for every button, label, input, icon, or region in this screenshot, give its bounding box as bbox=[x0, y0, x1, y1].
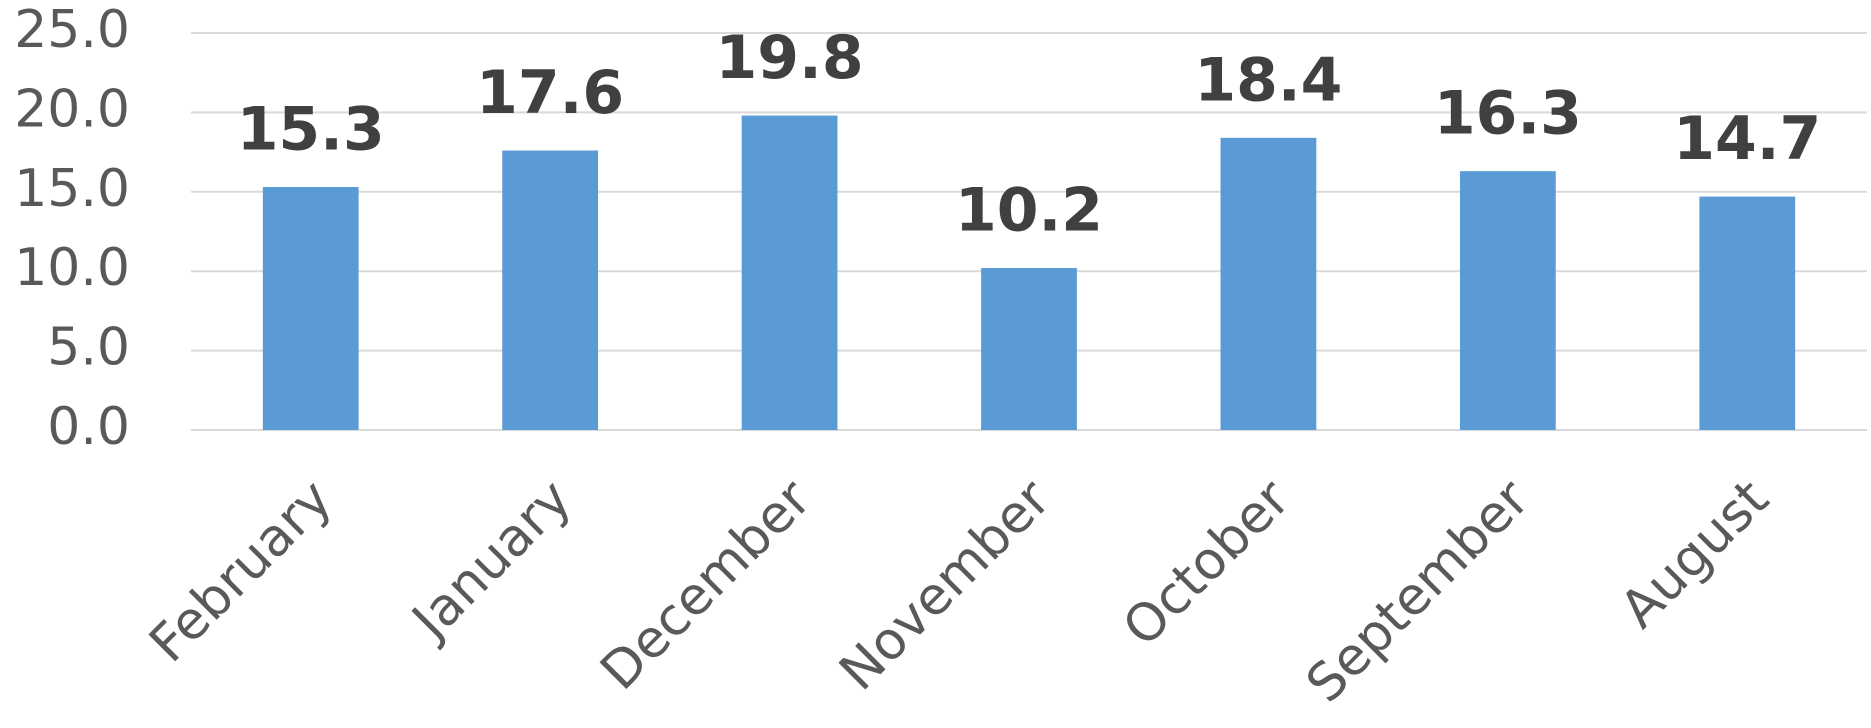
y-tick-label: 10.0 bbox=[14, 238, 130, 298]
y-tick-label: 0.0 bbox=[47, 397, 130, 457]
y-tick-label: 15.0 bbox=[14, 159, 130, 219]
y-tick-label: 25.0 bbox=[14, 0, 130, 60]
data-label: 10.2 bbox=[955, 176, 1103, 246]
data-label: 15.3 bbox=[237, 95, 385, 165]
bar bbox=[502, 150, 599, 430]
data-label: 17.6 bbox=[476, 58, 624, 128]
data-label: 14.7 bbox=[1673, 104, 1821, 174]
x-tick-label: October bbox=[1112, 468, 1302, 658]
x-tick-label: February bbox=[138, 469, 343, 674]
x-tick-label: January bbox=[399, 469, 583, 653]
x-tick-label: November bbox=[828, 468, 1062, 702]
bar bbox=[741, 115, 838, 431]
bar bbox=[1220, 137, 1317, 431]
y-tick-label: 20.0 bbox=[14, 79, 130, 139]
data-label: 16.3 bbox=[1434, 79, 1582, 149]
x-tick-label: December bbox=[590, 468, 824, 702]
x-tick-label: September bbox=[1295, 468, 1541, 714]
data-label: 19.8 bbox=[716, 23, 864, 93]
bar bbox=[1699, 196, 1796, 430]
data-label: 18.4 bbox=[1194, 45, 1342, 115]
bar bbox=[1459, 171, 1556, 430]
bar bbox=[981, 268, 1077, 430]
y-tick-label: 5.0 bbox=[47, 318, 130, 378]
x-tick-label: August bbox=[1609, 469, 1780, 640]
bar bbox=[262, 187, 359, 430]
